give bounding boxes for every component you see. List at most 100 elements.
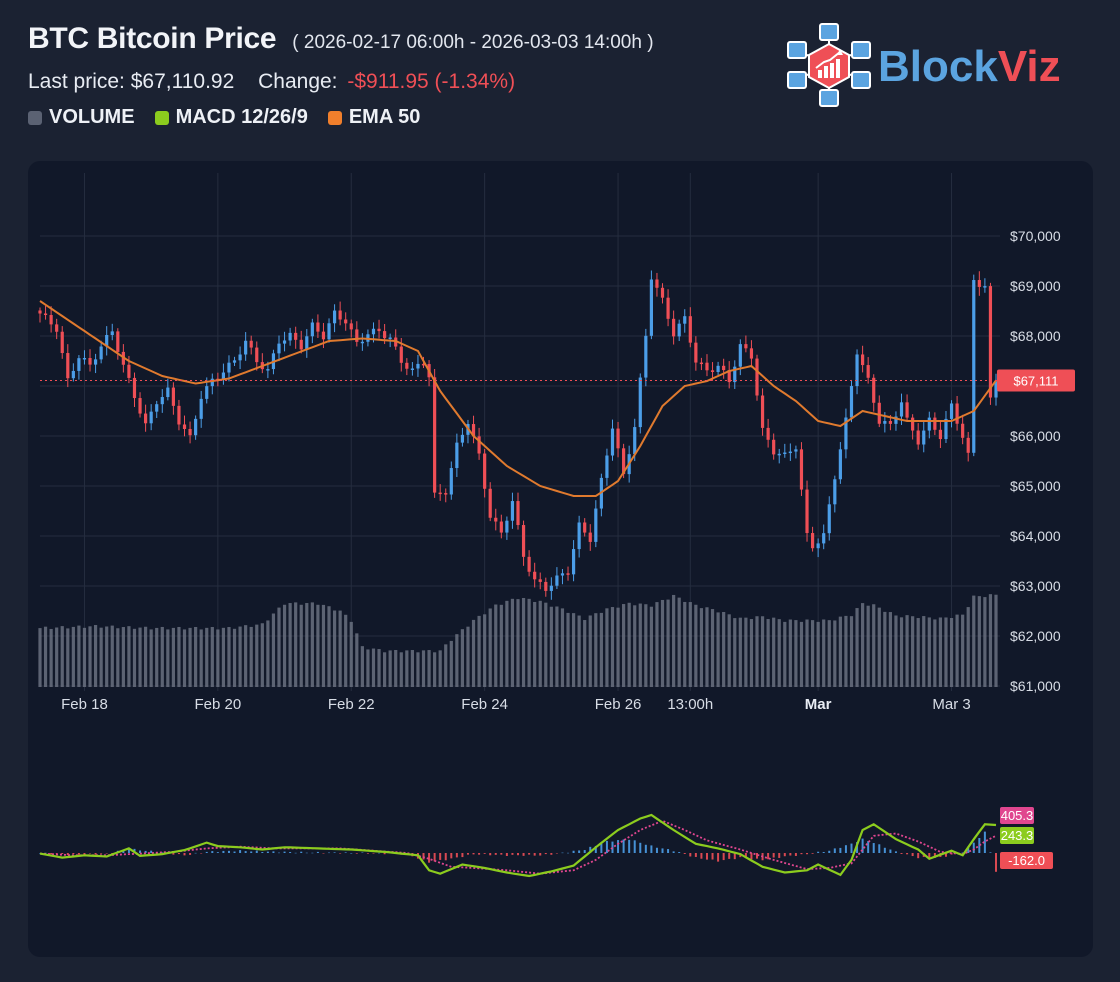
volume-bar — [566, 612, 570, 687]
macd-hist-bar — [578, 850, 581, 853]
volume-bar — [299, 604, 303, 687]
macd-hist-bar — [605, 840, 608, 853]
candle-body — [672, 318, 676, 337]
legend-swatch-ema — [327, 110, 342, 125]
volume-bar — [227, 627, 231, 687]
candle-body — [227, 362, 231, 373]
candle-body — [733, 366, 737, 383]
volume-bar — [93, 625, 98, 687]
y-axis-tick-label: $70,000 — [1010, 228, 1061, 244]
macd-hist-bar — [239, 850, 242, 853]
macd-hist-bar — [428, 853, 431, 863]
candle-body — [594, 508, 598, 542]
volume-bar — [722, 611, 726, 687]
volume-bar — [99, 627, 103, 687]
volume-bar — [594, 613, 598, 687]
macd-hist-bar — [961, 852, 964, 854]
macd-hist-bar — [439, 853, 442, 860]
macd-hist-bar — [594, 845, 597, 853]
candle-body — [777, 453, 781, 456]
macd-hist-bar — [194, 852, 197, 854]
blockviz-logo: BlockViz — [786, 22, 1086, 108]
volume-bar — [355, 633, 359, 687]
candle-body — [182, 424, 187, 429]
volume-bar — [405, 650, 409, 687]
volume-bar — [194, 626, 198, 687]
macd-hist-bar — [455, 853, 458, 858]
candle-body — [983, 286, 987, 288]
price-chart-svg[interactable]: $67,111 $70,000 $69,000 $68,000 $66,000 $65,0… — [28, 161, 1093, 957]
macd-hist-bar — [839, 847, 842, 853]
macd-hist-bar — [183, 853, 186, 856]
volume-bar — [88, 626, 92, 687]
volume-bar — [888, 612, 892, 687]
volume-bar — [455, 634, 459, 687]
candle-body — [205, 386, 209, 399]
legend-item-macd[interactable]: MACD 12/26/9 — [154, 106, 308, 129]
macd-hist-bar — [39, 853, 41, 854]
legend-swatch-volume — [28, 110, 42, 125]
x-axis-tick-label: Feb 22 — [328, 696, 375, 713]
candle-body — [460, 434, 465, 443]
candle-body — [455, 442, 459, 469]
volume-bar — [755, 616, 759, 687]
macd-hist-bar — [172, 853, 175, 855]
macd-hist-bar — [694, 853, 697, 857]
candle-body — [549, 585, 553, 591]
legend-label-ema: EMA 50 — [348, 106, 421, 128]
candle-body — [238, 354, 242, 361]
x-axis-tick-label: Feb 24 — [461, 696, 508, 713]
candle-body — [760, 395, 765, 428]
candle-body — [155, 404, 159, 412]
candle-body — [144, 413, 148, 424]
volume-bar — [160, 626, 164, 687]
macd-hist-bar — [105, 853, 108, 854]
macd-hist-bar — [227, 850, 230, 853]
candle-body — [994, 381, 998, 398]
macd-hist-bar — [316, 851, 319, 853]
logo-text: BlockViz — [878, 42, 1061, 91]
volume-bar — [622, 604, 626, 687]
volume-bar — [805, 619, 809, 687]
volume-bar — [105, 626, 109, 687]
volume-bar — [738, 617, 742, 687]
macd-hist-bar — [806, 853, 809, 855]
candle-body — [927, 417, 931, 431]
volume-bar — [677, 597, 681, 687]
macd-hist-bar — [628, 839, 631, 853]
volume-bar — [649, 606, 653, 687]
macd-hist-bar — [717, 853, 720, 862]
macd-hist-bar — [139, 850, 142, 853]
candle-body — [899, 402, 904, 417]
volume-bar — [816, 621, 820, 687]
candle-body — [421, 363, 426, 366]
macd-hist-bar — [472, 853, 475, 855]
legend-item-volume[interactable]: VOLUME — [28, 106, 135, 129]
macd-hist-bar — [533, 853, 536, 856]
volume-bar — [588, 615, 592, 687]
macd-hist-bar — [50, 853, 53, 855]
macd-hist-bar — [244, 851, 247, 853]
candle-body — [338, 310, 342, 320]
macd-hist-bar — [683, 853, 686, 854]
candle-body — [633, 427, 637, 455]
macd-hist-bar — [339, 853, 342, 854]
legend-item-ema[interactable]: EMA 50 — [327, 106, 421, 129]
macd-hist-bar — [311, 852, 314, 854]
macd-hist-bar — [889, 849, 892, 853]
volume-bar — [316, 604, 320, 687]
macd-hist-bar — [378, 852, 381, 854]
volume-bar — [710, 609, 715, 687]
candle-body — [772, 439, 776, 455]
volume-bar — [460, 629, 465, 687]
candle-body — [43, 313, 48, 316]
candle-body — [766, 427, 770, 440]
candle-body — [810, 533, 815, 549]
volume-bar — [905, 615, 909, 687]
volume-bar — [327, 606, 331, 687]
macd-hist-bar — [911, 853, 914, 857]
candle-body — [477, 436, 481, 454]
volume-bar — [705, 607, 709, 687]
y-axis-tick-label: $69,000 — [1010, 278, 1061, 294]
volume-bar — [883, 611, 887, 687]
